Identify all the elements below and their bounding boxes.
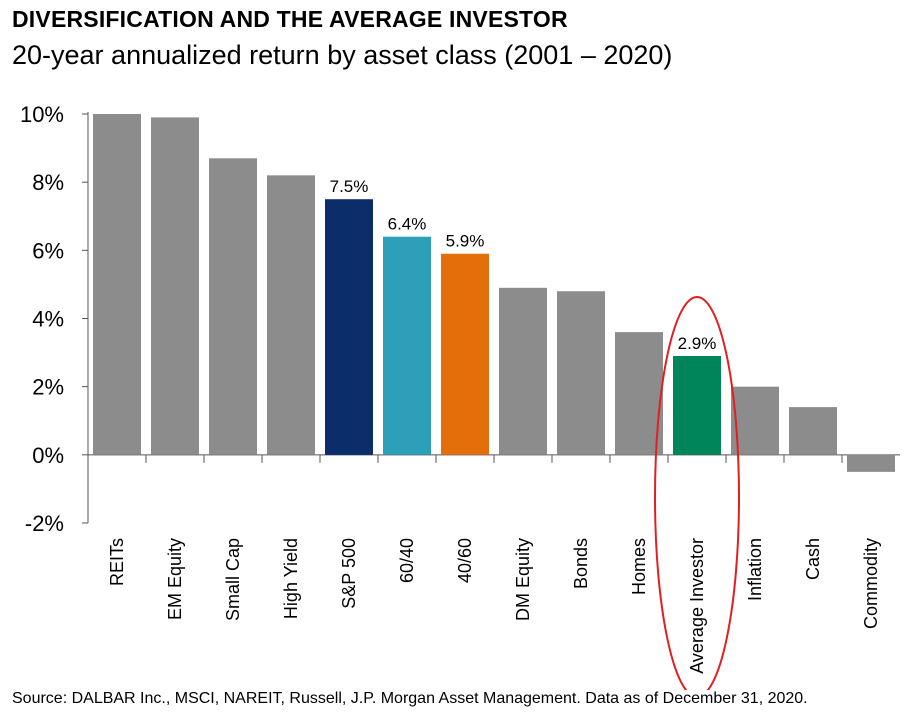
chart-title: DIVERSIFICATION AND THE AVERAGE INVESTOR	[12, 6, 568, 32]
y-tick-label: 0%	[32, 443, 64, 468]
highlight-ellipse	[654, 296, 740, 690]
bar-high-yield	[267, 175, 315, 455]
x-tick-label: High Yield	[281, 538, 301, 619]
x-tick-label: S&P 500	[339, 538, 359, 609]
x-tick-label: Bonds	[571, 538, 591, 589]
bar-cash	[789, 407, 837, 455]
data-label: 2.9%	[678, 334, 717, 353]
source-note: Source: DALBAR Inc., MSCI, NAREIT, Russe…	[12, 690, 808, 707]
bar-commodity	[847, 454, 895, 472]
bar-em-equity	[151, 117, 199, 455]
x-tick-label: DM Equity	[513, 538, 533, 621]
x-tick-label: Homes	[629, 538, 649, 595]
x-tick-label: 60/40	[397, 538, 417, 583]
x-tick-label: 40/60	[455, 538, 475, 583]
bar-s-p-500	[325, 199, 373, 455]
bar-inflation	[731, 386, 779, 455]
x-axis-labels: REITs EM Equity Small Cap High Yield S&P 500…	[107, 538, 881, 674]
bar-chart: 10% 8% 6% 4% 2% 0% -2% 7.5% 6.4% 5.9% 2.9% REITs E…	[20, 102, 900, 690]
y-tick-label: 2%	[32, 375, 64, 400]
y-tick-label: -2%	[25, 511, 64, 536]
y-tick-label: 10%	[20, 102, 64, 127]
x-tick-label: Inflation	[745, 538, 765, 601]
x-tick-label: Commodity	[861, 538, 881, 629]
bar-bonds	[557, 291, 605, 455]
data-label: 5.9%	[446, 232, 485, 251]
bar-homes	[615, 332, 663, 455]
y-tick-label: 8%	[32, 170, 64, 195]
bar-60-40	[383, 236, 431, 455]
x-tick-label: Average Investor	[687, 538, 707, 674]
y-tick-label: 4%	[32, 307, 64, 332]
bar-dm-equity	[499, 287, 547, 455]
bar-reits	[93, 114, 141, 455]
x-tick-label: Cash	[803, 538, 823, 580]
data-label: 7.5%	[330, 177, 369, 196]
x-tick-label: Small Cap	[223, 538, 243, 621]
data-label: 6.4%	[388, 215, 427, 234]
data-labels: 7.5% 6.4% 5.9% 2.9%	[330, 177, 717, 353]
bar-40-60	[441, 253, 489, 455]
annotation	[654, 296, 740, 690]
bar-average-investor	[673, 355, 721, 455]
x-tick-label: REITs	[107, 538, 127, 586]
x-tick-label: EM Equity	[165, 538, 185, 620]
y-tick-label: 6%	[32, 238, 64, 263]
chart-subtitle: 20-year annualized return by asset class…	[12, 40, 673, 70]
bar-small-cap	[209, 158, 257, 455]
y-axis: 10% 8% 6% 4% 2% 0% -2%	[20, 102, 89, 536]
bars	[88, 114, 900, 472]
